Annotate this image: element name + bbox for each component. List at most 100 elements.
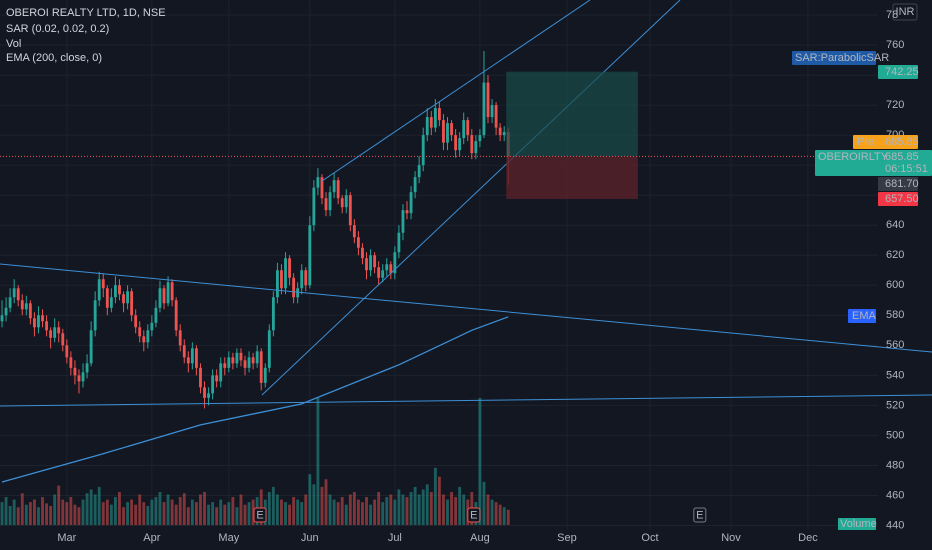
y-tick-label: 620 bbox=[886, 249, 904, 261]
candle-body bbox=[296, 288, 300, 298]
volume-bar bbox=[409, 491, 413, 525]
candle-body bbox=[85, 363, 89, 373]
volume-bar bbox=[178, 497, 182, 525]
volume-bar bbox=[24, 504, 28, 525]
volume-bar bbox=[118, 491, 121, 525]
volume-bar bbox=[150, 499, 154, 525]
candle-body bbox=[37, 315, 40, 328]
volume-bar bbox=[385, 497, 389, 525]
candle-body bbox=[498, 127, 502, 136]
volume-bar bbox=[166, 494, 170, 525]
candle-body bbox=[304, 270, 308, 286]
event-label: E bbox=[696, 509, 703, 521]
candle-body bbox=[450, 123, 453, 136]
event-label: E bbox=[256, 509, 263, 521]
trend-lines bbox=[0, 0, 932, 407]
volume-bar bbox=[53, 494, 57, 525]
candle-body bbox=[174, 300, 178, 331]
candle-body bbox=[478, 135, 482, 142]
volume-bar bbox=[486, 494, 490, 525]
candle-body bbox=[502, 132, 506, 136]
volume-bar bbox=[65, 502, 69, 525]
tag-label: 742.25 bbox=[885, 66, 919, 78]
y-tick-label: 540 bbox=[886, 369, 904, 381]
volume-bar bbox=[421, 489, 425, 525]
volume-bar bbox=[227, 502, 231, 525]
volume-bar bbox=[243, 504, 247, 525]
volume-bar bbox=[332, 499, 336, 525]
y-tick-label: 600 bbox=[886, 279, 904, 291]
candle-body bbox=[429, 117, 433, 128]
volume-bar bbox=[122, 507, 125, 525]
volume-bar bbox=[271, 486, 275, 525]
volume-bar bbox=[365, 497, 368, 525]
volume-bar bbox=[312, 484, 316, 525]
candle-body bbox=[162, 288, 166, 304]
candle-body bbox=[182, 345, 186, 358]
volume-bar bbox=[8, 505, 12, 525]
volume-bar bbox=[300, 502, 304, 525]
candle-body bbox=[259, 351, 263, 383]
candle-body bbox=[178, 330, 182, 346]
event-marker bbox=[693, 507, 707, 523]
candle-body bbox=[417, 165, 421, 178]
candle-body bbox=[158, 288, 162, 308]
candle-body bbox=[446, 123, 449, 143]
candle-body bbox=[142, 336, 146, 343]
candle-body bbox=[271, 297, 275, 331]
candle-body bbox=[154, 307, 158, 323]
volume-bar bbox=[288, 504, 291, 525]
x-tick-label: Nov bbox=[721, 532, 741, 544]
candle-body bbox=[405, 210, 409, 214]
candle-body bbox=[458, 138, 462, 151]
candle-body bbox=[348, 195, 352, 226]
candle-body bbox=[462, 120, 466, 139]
volume-bar bbox=[81, 499, 85, 525]
volume-bar bbox=[292, 497, 296, 525]
y-tick-label: 760 bbox=[886, 39, 904, 51]
currency[interactable]: INR bbox=[896, 6, 915, 18]
volume-bar bbox=[482, 481, 486, 525]
volume-bar bbox=[126, 502, 129, 525]
candle-body bbox=[421, 135, 425, 166]
volume-bar bbox=[356, 499, 360, 525]
volume-bar bbox=[458, 486, 462, 525]
y-tick-label: 78 bbox=[886, 9, 898, 21]
candle-body bbox=[223, 363, 227, 368]
volume-bar bbox=[130, 499, 134, 525]
volume-bar bbox=[417, 494, 421, 525]
trend-line bbox=[321, 0, 591, 182]
candle-body bbox=[336, 180, 340, 199]
volume-bar bbox=[316, 398, 320, 525]
candle-body bbox=[243, 360, 247, 368]
volume-bar bbox=[0, 502, 4, 525]
candle-body bbox=[16, 288, 20, 301]
candle-body bbox=[320, 177, 324, 199]
volume-bar bbox=[352, 491, 356, 525]
volume-bar bbox=[41, 497, 44, 525]
event-marker bbox=[253, 507, 267, 523]
volume-bar bbox=[344, 504, 348, 525]
candle-body bbox=[397, 232, 401, 253]
candle-body bbox=[134, 315, 138, 328]
volume-bar bbox=[413, 486, 417, 525]
volume-bar bbox=[405, 497, 409, 525]
candle-body bbox=[340, 198, 344, 208]
candle-body bbox=[239, 352, 243, 361]
x-tick-label: Sep bbox=[557, 532, 577, 544]
candle-body bbox=[105, 288, 109, 308]
candle-body bbox=[0, 315, 4, 322]
event-marker bbox=[467, 507, 481, 523]
volume-bar bbox=[105, 499, 109, 525]
volume-bar bbox=[235, 507, 239, 525]
currency-box[interactable] bbox=[892, 3, 918, 21]
candle-body bbox=[194, 348, 198, 368]
candle-body bbox=[20, 300, 24, 310]
volume-bar bbox=[247, 502, 251, 525]
x-tick-label: May bbox=[218, 532, 239, 544]
volume-bar bbox=[174, 504, 178, 525]
y-tick-label: 720 bbox=[886, 99, 904, 111]
candle-body bbox=[101, 279, 105, 289]
